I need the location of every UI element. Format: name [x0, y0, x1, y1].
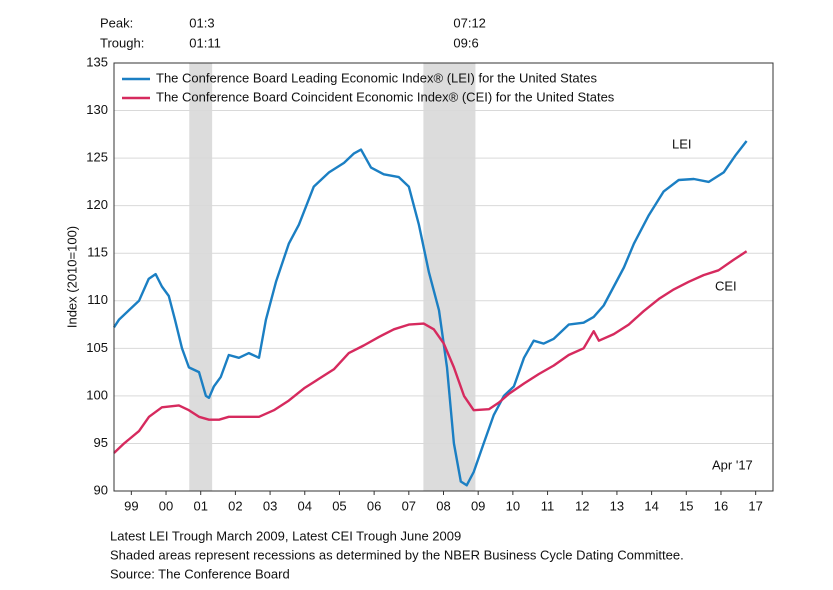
x-tick-label: 17: [748, 498, 762, 513]
y-tick-label: 130: [86, 102, 108, 117]
x-tick-label: 12: [575, 498, 589, 513]
trough-label: Trough:: [100, 35, 144, 50]
y-tick-label: 90: [94, 482, 108, 497]
peak-date: 01:3: [189, 15, 214, 30]
x-tick-label: 04: [298, 498, 312, 513]
series-line: [112, 140, 748, 487]
x-tick-label: 11: [541, 498, 555, 513]
footnote: Source: The Conference Board: [110, 566, 290, 581]
x-tick-label: 01: [193, 498, 207, 513]
recession-band: [423, 63, 476, 491]
legend-label: The Conference Board Leading Economic In…: [156, 70, 597, 85]
x-tick-label: 02: [228, 498, 242, 513]
series-line: [113, 250, 748, 454]
x-tick-label: 07: [402, 498, 416, 513]
y-tick-label: 100: [86, 387, 108, 402]
trough-date: 01:11: [189, 35, 221, 50]
date-note: Apr '17: [712, 457, 753, 472]
x-tick-label: 06: [367, 498, 381, 513]
x-tick-label: 03: [263, 498, 277, 513]
x-tick-label: 15: [679, 498, 693, 513]
x-tick-label: 99: [124, 498, 138, 513]
series-label: CEI: [715, 278, 737, 293]
series-label: LEI: [672, 136, 692, 151]
y-tick-label: 95: [94, 435, 108, 450]
peak-label: Peak:: [100, 15, 133, 30]
x-tick-label: 05: [332, 498, 346, 513]
x-tick-label: 09: [471, 498, 485, 513]
y-axis-label: Index (2010=100): [64, 226, 79, 328]
legend-label: The Conference Board Coincident Economic…: [156, 89, 615, 104]
y-tick-label: 125: [86, 150, 108, 165]
trough-date: 09:6: [453, 35, 478, 50]
footnote: Latest LEI Trough March 2009, Latest CEI…: [110, 528, 461, 543]
x-tick-label: 10: [506, 498, 520, 513]
x-tick-label: 08: [436, 498, 450, 513]
recession-band: [189, 63, 213, 491]
y-tick-label: 115: [87, 245, 108, 260]
y-tick-label: 120: [86, 197, 108, 212]
x-tick-label: 13: [610, 498, 624, 513]
footnote: Shaded areas represent recessions as det…: [110, 547, 684, 562]
x-tick-label: 14: [644, 498, 658, 513]
y-tick-label: 105: [86, 340, 108, 355]
plot-frame: [113, 62, 774, 492]
x-tick-label: 16: [714, 498, 728, 513]
y-tick-label: 110: [87, 292, 108, 307]
peak-date: 07:12: [453, 15, 486, 30]
y-tick-label: 135: [86, 54, 108, 69]
x-tick-label: 00: [159, 498, 173, 513]
